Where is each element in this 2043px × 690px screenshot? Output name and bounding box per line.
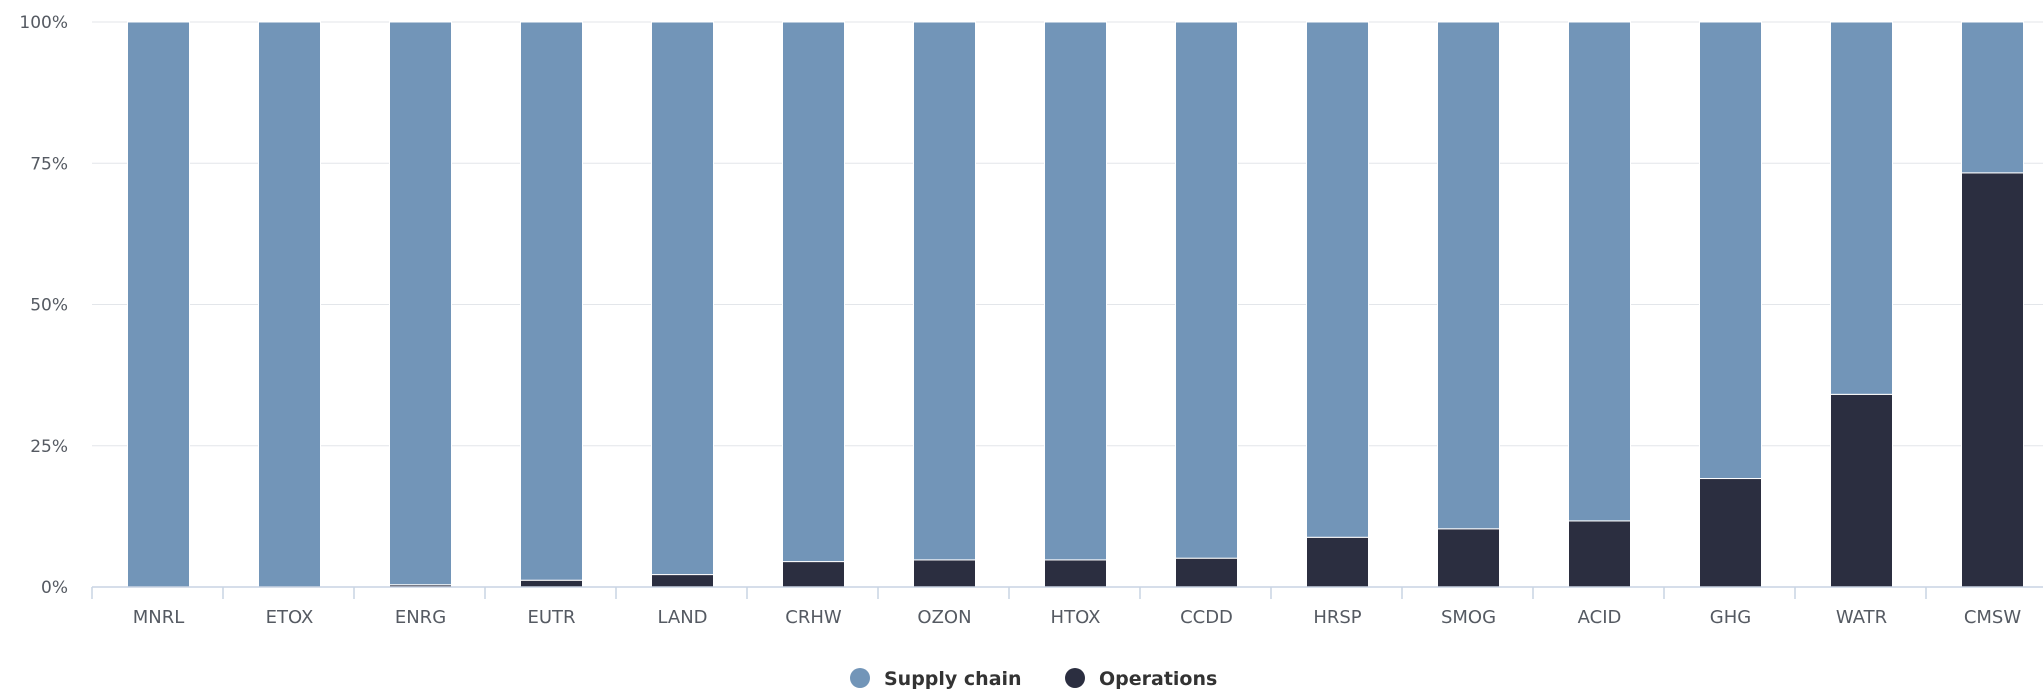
y-tick-label: 0% [41,578,68,598]
y-tick-label: 100% [19,13,68,33]
bar-supply-chain-htox[interactable] [1044,21,1107,561]
bar-operations-land[interactable] [651,574,714,588]
bar-operations-acid[interactable] [1568,520,1631,588]
bar-operations-ccdd[interactable] [1175,557,1238,588]
bar-supply-chain-enrg[interactable] [389,21,452,586]
x-tick-label: HTOX [1051,607,1101,628]
x-tick-label: HRSP [1313,607,1361,628]
bar-supply-chain-eutr[interactable] [520,21,583,581]
bar-operations-ozon[interactable] [913,559,976,588]
legend[interactable]: Supply chain Operations [850,668,1217,690]
bar-supply-chain-ccdd[interactable] [1175,21,1238,559]
x-axis: MNRL ETOX ENRG EUTR LAND CRHW OZON HTOX CCDD HRSP… [91,586,2043,628]
bar-supply-chain-ozon[interactable] [913,21,976,561]
y-tick-label: 50% [30,296,68,316]
x-tick-label: ACID [1578,607,1622,628]
bar-operations-smog[interactable] [1437,528,1500,588]
bar-supply-chain-ghg[interactable] [1699,21,1762,480]
legend-item-supply-chain[interactable]: Supply chain [850,668,1022,690]
legend-label: Operations [1099,668,1217,690]
x-tick-label: ENRG [395,607,446,628]
bar-operations-watr[interactable] [1830,393,1893,588]
x-tick-label: GHG [1710,607,1751,628]
bar-operations-crhw[interactable] [782,561,845,588]
bar-operations-hrsp[interactable] [1306,536,1369,588]
legend-label: Supply chain [884,668,1022,690]
x-tick-label: WATR [1836,607,1887,628]
bar-operations-cmsw[interactable] [1961,172,2024,588]
bar-supply-chain-watr[interactable] [1830,21,1893,395]
x-tick-label: MNRL [133,607,185,628]
x-tick-label: ETOX [266,607,314,628]
bar-operations-ghg[interactable] [1699,478,1762,588]
bar-operations-htox[interactable] [1044,559,1107,588]
x-tick-label: OZON [917,607,971,628]
x-tick-label: CMSW [1964,607,2022,628]
legend-item-operations[interactable]: Operations [1065,668,1217,690]
legend-marker [850,668,870,688]
x-tick-label: EUTR [527,607,575,628]
bar-supply-chain-crhw[interactable] [782,21,845,563]
y-tick-label: 75% [30,154,68,174]
y-axis-ticks: 0% 25% 50% 75% 100% [19,13,68,598]
bar-supply-chain-hrsp[interactable] [1306,21,1369,538]
x-tick-label: SMOG [1441,607,1496,628]
legend-marker [1065,668,1085,688]
bar-supply-chain-land[interactable] [651,21,714,576]
bar-supply-chain-acid[interactable] [1568,21,1631,522]
bars [127,21,2024,588]
y-tick-label: 25% [30,437,68,457]
x-tick-label: CCDD [1180,607,1233,628]
bar-supply-chain-cmsw[interactable] [1961,21,2024,174]
x-tick-label: LAND [657,607,707,628]
bar-operations-eutr[interactable] [520,579,583,588]
bar-supply-chain-smog[interactable] [1437,21,1500,530]
bar-supply-chain-mnrl[interactable] [127,21,190,588]
x-tick-label: CRHW [785,607,842,628]
bar-supply-chain-etox[interactable] [258,21,321,588]
